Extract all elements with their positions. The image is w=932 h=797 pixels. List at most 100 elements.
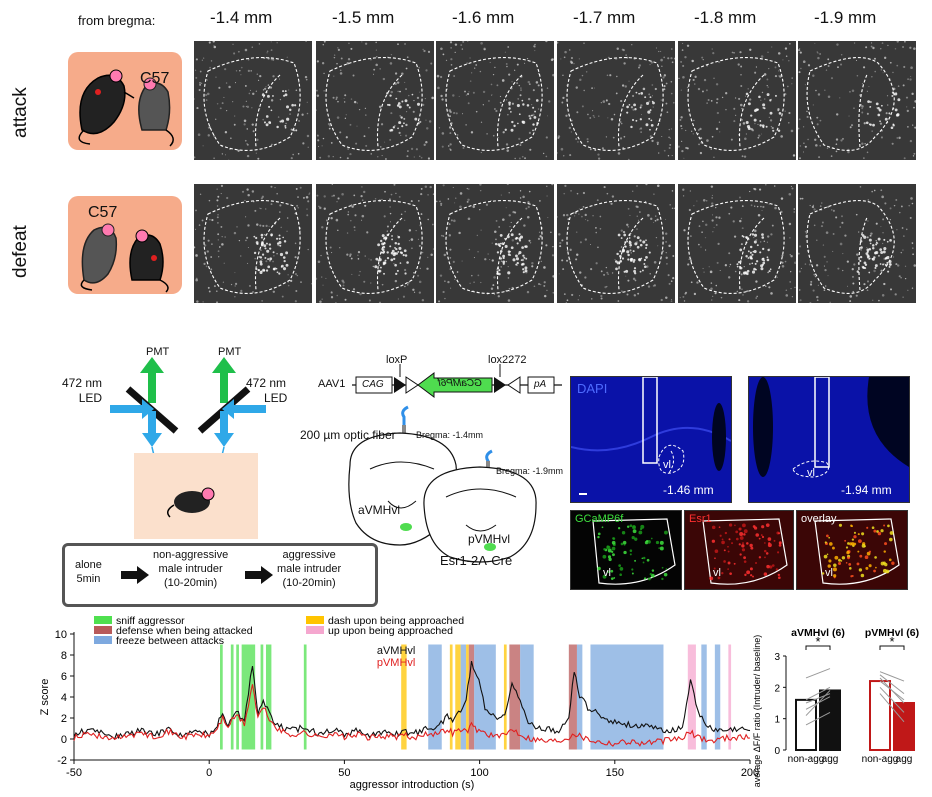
legend-label: sniff aggressor — [116, 615, 185, 627]
sig-bracket — [879, 645, 905, 650]
overlay-label: overlay — [801, 513, 837, 525]
coord-posterior: -1.94 mm — [841, 483, 892, 497]
brain-section-tile — [316, 184, 434, 303]
behavior-epoch-dash — [455, 644, 461, 750]
paired-line — [805, 668, 831, 679]
pmt-left-label: PMT — [146, 346, 170, 358]
bar — [869, 680, 891, 751]
behavior-epoch-freeze — [520, 644, 534, 750]
cag-label: CAG — [362, 379, 384, 390]
legend-swatch — [94, 616, 112, 624]
zscore-trace-chart: -2 0 2 4 6 8 10 -50 0 50 100 150 200 aggressor introd… — [39, 615, 759, 791]
behavior-epoch-defense — [568, 644, 577, 750]
defeat-mice-illustration: C57 — [68, 196, 182, 294]
aav-label: AAV1 — [318, 378, 346, 390]
behavior-epoch-freeze — [701, 644, 707, 750]
defeat-mouse-label: C57 — [88, 204, 118, 221]
dapi-label: DAPI — [577, 381, 608, 396]
pmt-right-label: PMT — [218, 346, 242, 358]
dapi-image-anterior: DAPI vl -1.46 mm — [570, 376, 732, 503]
protocol-arrow-1 — [121, 566, 149, 584]
y-axis-label: Z score — [39, 679, 51, 716]
bar-category-label: non-agg — [862, 754, 899, 765]
x-tick-label: 0 — [206, 767, 212, 779]
behavior-epoch-sniff — [230, 644, 234, 750]
y-tick-label: 4 — [61, 692, 67, 704]
legend-swatch — [306, 626, 324, 634]
y-tick-label: 2 — [61, 713, 67, 725]
bar-y-tick-label: 0 — [774, 746, 780, 757]
vl-label-esr1: vl — [713, 567, 721, 579]
behavior-epoch-dash — [401, 644, 407, 750]
behavior-epoch-sniff — [265, 644, 272, 750]
viral-construct-diagram — [352, 364, 562, 398]
brain-section-tile — [557, 41, 675, 160]
brain-section-tile — [194, 41, 312, 160]
behavior-epoch-sniff — [236, 644, 239, 750]
sig-bracket — [805, 645, 831, 650]
paired-line — [879, 680, 905, 701]
behavior-epoch-sniff — [260, 644, 264, 750]
gene-label: GCaMP6f — [438, 378, 482, 389]
df-ratio-bar-chart: 0 1 2 3 average ΔF/F ratio (Intruder/ baseli… — [752, 627, 919, 788]
bregma-level: -1.7 mm — [573, 8, 636, 27]
behavior-epoch-dash — [466, 644, 469, 750]
behavior-epoch-up — [728, 644, 732, 750]
row-label-attack: attack — [10, 87, 31, 138]
protocol-box: alone 5min non-aggressive male intruder … — [62, 543, 378, 607]
brain-section-tile — [678, 41, 796, 160]
pa-label: pA — [534, 379, 547, 390]
attack-mice-illustration: C57 — [68, 52, 182, 150]
vl-label-anterior: vl — [663, 459, 671, 471]
legend-label: defense when being attacked — [116, 625, 253, 637]
series-legend-pVMHvl: pVMHvl — [377, 657, 416, 669]
x-tick-label: 150 — [606, 767, 624, 779]
bar — [795, 698, 817, 752]
coord-anterior: -1.46 mm — [663, 483, 714, 497]
fiber-photometry-setup — [110, 357, 266, 539]
bar-group-title: aVMHvl (6) — [791, 627, 845, 639]
esr1-image: Esr1 vl — [684, 510, 794, 590]
protocol-step-alone: alone 5min — [75, 559, 102, 585]
behavior-epoch-sniff — [303, 644, 307, 750]
behavior-epoch-freeze — [474, 644, 496, 750]
sig-marker: * — [815, 634, 820, 649]
bar-y-tick-label: 1 — [774, 715, 780, 726]
bar-category-label: agg — [896, 754, 913, 765]
paired-line — [805, 711, 831, 726]
legend-swatch — [306, 616, 324, 624]
vl-label-gcamp: vl — [603, 567, 611, 579]
led-left-label: 472 nm LED — [62, 376, 103, 405]
bar-category-label: agg — [822, 754, 839, 765]
gcamp-image: GCaMP6f vl — [570, 510, 682, 590]
vl-label-overlay: vl — [825, 567, 833, 579]
bregma-2-label: Bregma: -1.9mm — [496, 466, 564, 476]
behavior-epoch-sniff — [220, 644, 223, 750]
behavior-epoch-freeze — [460, 644, 467, 750]
esr1-label: Esr1 — [689, 513, 712, 525]
brain-section-tile — [798, 184, 916, 303]
behavior-epoch-dash — [503, 644, 507, 750]
brain-section-tile — [436, 184, 554, 303]
y-tick-label: 8 — [61, 650, 67, 662]
led-right-label: 472 nm LED — [246, 376, 288, 405]
brain-section-tile — [194, 184, 312, 303]
bar-y-axis-label: average ΔF/F ratio (Intruder/ baseline) — [752, 635, 762, 788]
protocol-arrow-2 — [245, 566, 273, 584]
legend-label: up upon being approached — [328, 625, 453, 637]
overlay-image: overlay vl — [796, 510, 908, 590]
vl-label-posterior: vl — [807, 467, 815, 479]
legend-swatch — [94, 636, 112, 644]
paired-line — [805, 686, 831, 701]
protocol-step-non-aggressive: non-aggressive male intruder (10-20min) — [153, 549, 229, 589]
bar — [819, 689, 841, 751]
legend-swatch — [94, 626, 112, 634]
x-tick-label: 200 — [741, 767, 759, 779]
bar-group-title: pVMHvl (6) — [865, 627, 919, 639]
bar-y-tick-label: 3 — [774, 652, 780, 663]
bregma-1-label: Bregma: -1.4mm — [416, 430, 484, 440]
mouse-line-label: Esr1-2A-Cre — [440, 553, 513, 568]
x-tick-label: -50 — [66, 767, 82, 779]
bregma-level: -1.4 mm — [210, 8, 273, 27]
region-avmhvl-label: aVMHvl — [358, 503, 401, 517]
